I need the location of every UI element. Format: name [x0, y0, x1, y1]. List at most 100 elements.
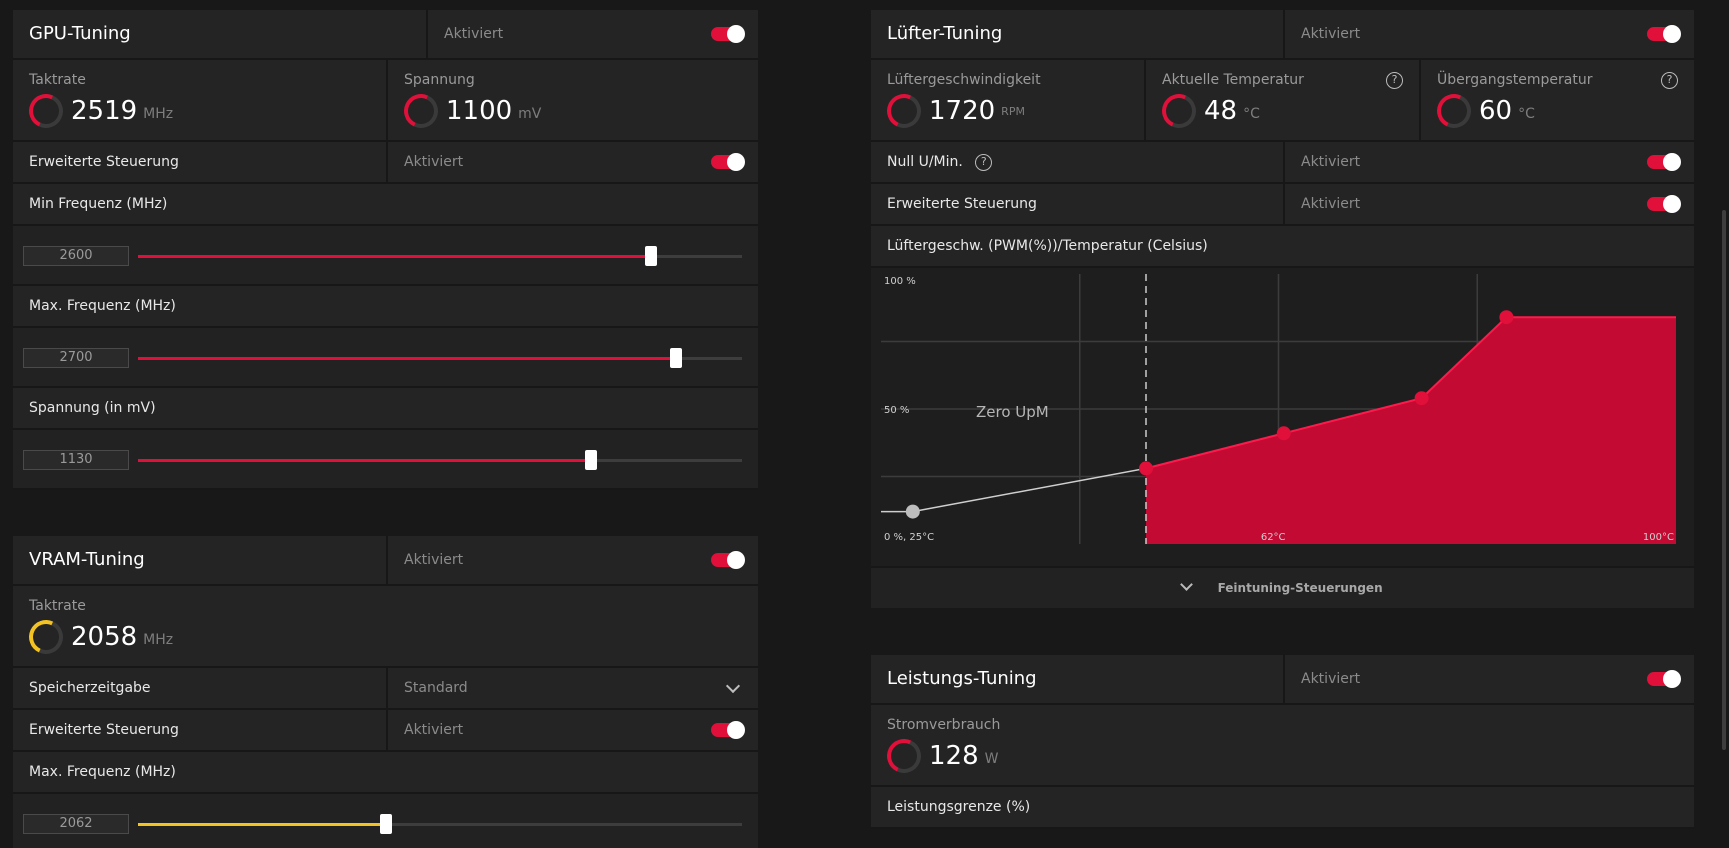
fan-tuning-state: Aktiviert [1301, 26, 1361, 42]
vram-advanced-state-cell: Aktiviert [386, 709, 758, 751]
gpu-tuning-toggle[interactable] [711, 25, 745, 43]
fan-junction-label: Übergangstemperatur [1437, 72, 1593, 88]
power-tuning-card: Leistungs-Tuning Aktiviert Stromverbrauc… [871, 654, 1694, 829]
fan-temp-unit: °C [1243, 106, 1260, 122]
vram-tuning-toggle[interactable] [711, 551, 745, 569]
gpu-max-freq-label: Max. Frequenz (MHz) [13, 286, 758, 328]
fan-curve-point-3[interactable] [1499, 310, 1514, 325]
fan-temp-label: Aktuelle Temperatur [1162, 72, 1304, 88]
power-usage-metric: Stromverbrauch 128 W [871, 705, 1694, 785]
gpu-voltage-slider-row: 1130 [13, 430, 758, 490]
vram-max-freq-input[interactable]: 2062 [23, 814, 129, 834]
gpu-min-freq-input[interactable]: 2600 [23, 246, 129, 266]
power-tuning-title: Leistungs-Tuning [887, 668, 1037, 689]
gpu-voltage-input[interactable]: 1130 [23, 450, 129, 470]
gpu-max-freq-slider[interactable] [138, 348, 742, 368]
fan-metrics: Lüftergeschwindigkeit 1720 RPM Aktuelle … [871, 60, 1694, 142]
fan-advanced-label: Erweiterte Steuerung [887, 196, 1037, 212]
zero-rpm-state: Aktiviert [1301, 154, 1361, 170]
gpu-tuning-card: GPU-Tuning Aktiviert Taktrate 2519 MHz S… [13, 9, 758, 490]
fan-junction-metric: Übergangstemperatur ? 60 °C [1419, 60, 1694, 140]
scrollbar-thumb[interactable] [1722, 210, 1726, 750]
power-metrics: Stromverbrauch 128 W [871, 705, 1694, 787]
fan-curve-point-0[interactable] [1139, 461, 1153, 476]
gpu-tuning-state-cell: Aktiviert [426, 9, 758, 59]
fan-advanced-row: Erweiterte Steuerung Aktiviert [871, 183, 1694, 226]
gpu-min-freq-thumb[interactable] [645, 246, 658, 266]
chart-y-tick-1: 50 % [884, 405, 909, 416]
zero-rpm-toggle[interactable] [1647, 153, 1681, 171]
gpu-advanced-state: Aktiviert [404, 154, 464, 170]
gpu-min-freq-slider-row: 2600 [13, 226, 758, 286]
fine-tuning-label: Feintuning-Steuerungen [1217, 581, 1383, 595]
help-icon[interactable]: ? [1661, 72, 1678, 89]
gpu-voltage-fill [138, 459, 591, 462]
zero-rpm-row: Null U/Min. ? Aktiviert [871, 141, 1694, 184]
vram-tuning-header: VRAM-Tuning Aktiviert [13, 535, 758, 586]
fan-curve-point-2[interactable] [1414, 391, 1429, 406]
gpu-clock-metric: Taktrate 2519 MHz [13, 60, 386, 140]
fan-temp-gauge-icon [1157, 89, 1201, 133]
gpu-clock-label: Taktrate [29, 72, 86, 88]
fan-tuning-toggle[interactable] [1647, 25, 1681, 43]
gpu-min-freq-slider[interactable] [138, 246, 742, 266]
fan-curve-point-1[interactable] [1276, 426, 1291, 441]
fan-curve-chart[interactable]: Zero UpM 100 % 50 % 0 %, 25°C 62°C 100°C [871, 268, 1694, 568]
vram-timing-label: Speicherzeitgabe [29, 680, 151, 696]
gpu-tuning-state: Aktiviert [444, 26, 504, 42]
chart-y-tick-0: 100 % [884, 276, 916, 287]
power-usage-unit: W [984, 751, 999, 767]
fan-temp-metric: Aktuelle Temperatur ? 48 °C [1144, 60, 1419, 140]
fine-tuning-toggle[interactable]: Feintuning-Steuerungen [871, 568, 1694, 608]
vram-timing-dropdown[interactable]: Standard [386, 667, 758, 709]
fan-curve-svg[interactable]: Zero UpM 100 % 50 % 0 %, 25°C 62°C 100°C [881, 274, 1684, 562]
gpu-max-freq-fill [138, 357, 676, 360]
fan-speed-value: 1720 [929, 96, 996, 126]
scrollbar[interactable] [1719, 0, 1729, 848]
vram-metrics: Taktrate 2058 MHz [13, 586, 758, 668]
vram-advanced-label: Erweiterte Steuerung [29, 722, 179, 738]
power-tuning-toggle[interactable] [1647, 670, 1681, 688]
gpu-voltage-metric: Spannung 1100 mV [386, 60, 758, 140]
help-icon[interactable]: ? [1386, 72, 1403, 89]
chart-x-tick-2: 100°C [1643, 532, 1674, 543]
fan-tuning-title: Lüfter-Tuning [887, 23, 1003, 44]
gpu-clock-value: 2519 [71, 96, 138, 126]
fan-junction-unit: °C [1518, 106, 1535, 122]
help-icon[interactable]: ? [975, 153, 993, 171]
gpu-voltage-thumb[interactable] [585, 450, 597, 470]
vram-max-freq-slider-row: 2062 [13, 794, 758, 848]
gpu-advanced-state-cell: Aktiviert [386, 141, 758, 183]
zero-rpm-label-cell: Null U/Min. ? [871, 141, 1283, 183]
fan-curve-area [1146, 317, 1676, 544]
fan-curve-label: Lüftergeschw. (PWM(%))/Temperatur (Celsi… [871, 226, 1694, 268]
fan-temp-value: 48 [1204, 96, 1238, 126]
fan-junction-gauge-icon [1432, 89, 1476, 133]
fan-advanced-toggle[interactable] [1647, 195, 1681, 213]
fan-curve-inactive-point [905, 504, 920, 519]
fan-tuning-header: Lüfter-Tuning Aktiviert [871, 9, 1694, 60]
gpu-voltage-gauge-icon [399, 89, 443, 133]
vram-clock-metric: Taktrate 2058 MHz [13, 586, 758, 666]
gpu-advanced-label: Erweiterte Steuerung [29, 154, 179, 170]
gpu-clock-gauge-icon [24, 89, 68, 133]
gpu-max-freq-thumb[interactable] [669, 348, 682, 368]
power-usage-value: 128 [929, 741, 979, 771]
fan-advanced-state: Aktiviert [1301, 196, 1361, 212]
gpu-voltage-label: Spannung [404, 72, 475, 88]
vram-max-freq-thumb[interactable] [379, 814, 392, 834]
vram-max-freq-slider[interactable] [138, 814, 742, 834]
vram-advanced-toggle[interactable] [711, 721, 745, 739]
vram-timing-row: Speicherzeitgabe Standard [13, 667, 758, 710]
zero-rpm-label: Zero UpM [976, 403, 1049, 421]
fan-junction-value: 60 [1479, 96, 1513, 126]
gpu-advanced-toggle[interactable] [711, 153, 745, 171]
gpu-max-freq-input[interactable]: 2700 [23, 348, 129, 368]
chart-x-tick-0: 0 %, 25°C [884, 532, 934, 543]
power-usage-label: Stromverbrauch [887, 717, 1001, 733]
gpu-voltage-value: 1100 [446, 96, 513, 126]
fan-speed-metric: Lüftergeschwindigkeit 1720 RPM [871, 60, 1144, 140]
gpu-voltage-slider[interactable] [138, 450, 742, 470]
zero-rpm-state-cell: Aktiviert [1283, 141, 1694, 183]
vram-timing-value: Standard [404, 680, 468, 696]
